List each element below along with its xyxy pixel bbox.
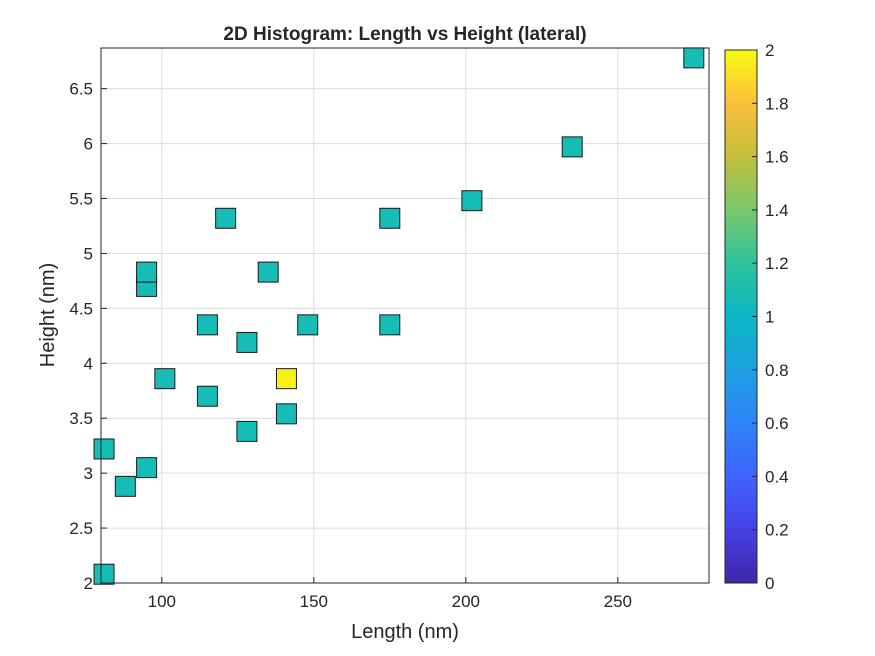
histogram-bin (114, 475, 136, 497)
grid (101, 48, 709, 584)
colorbar-gradient (724, 49, 758, 584)
histogram-bin (379, 314, 401, 336)
x-axis-ticks: 100 150 200 250 (148, 577, 632, 611)
colorbar-ticks: 0 0.2 0.4 0.6 0.8 1 1.2 1.4 1.6 1.8 2 (752, 41, 789, 593)
y-axis-label: Height (nm) (37, 263, 59, 367)
x-tick-label: 150 (300, 592, 328, 611)
colorbar-tick-label: 0.2 (765, 521, 789, 540)
colorbar-tick-label: 1.2 (765, 254, 789, 273)
x-axis-label: Length (nm) (351, 621, 459, 643)
histogram-bin (297, 314, 319, 336)
histogram-bin (461, 190, 483, 212)
y-tick-label: 6.5 (69, 80, 93, 99)
histogram-bin (236, 420, 258, 442)
histogram-bin (196, 314, 218, 336)
histogram-bin (379, 207, 401, 229)
colorbar-tick-label: 1.6 (765, 148, 789, 167)
colorbar-tick-label: 0 (765, 574, 774, 593)
histogram-bin (154, 368, 176, 390)
histogram-bin (275, 403, 297, 425)
y-tick-label: 2.5 (69, 519, 93, 538)
x-tick-label: 200 (452, 592, 480, 611)
y-tick-label: 4 (84, 354, 93, 373)
plot-frame (100, 47, 710, 584)
y-tick-label: 3 (84, 464, 93, 483)
histogram-bin (136, 457, 158, 479)
x-tick-label: 100 (148, 592, 176, 611)
y-tick-label: 5 (84, 244, 93, 263)
x-tick-label: 250 (604, 592, 632, 611)
bins (93, 47, 705, 585)
colorbar-tick-label: 2 (765, 41, 774, 60)
colorbar: 0 0.2 0.4 0.6 0.8 1 1.2 1.4 1.6 1.8 2 (724, 41, 789, 593)
histogram-bin (93, 438, 115, 460)
colorbar-tick-label: 0.4 (765, 467, 789, 486)
histogram-bin (561, 136, 583, 158)
histogram-bin (257, 261, 279, 283)
y-tick-label: 5.5 (69, 190, 93, 209)
histogram-bin (93, 563, 115, 585)
histogram-bin (215, 207, 237, 229)
colorbar-tick-label: 1.8 (765, 94, 789, 113)
y-tick-label: 3.5 (69, 409, 93, 428)
colorbar-tick-label: 1 (765, 308, 774, 327)
histogram-bin (196, 385, 218, 407)
colorbar-tick-label: 0.8 (765, 361, 789, 380)
plot-area: 100 150 200 250 2 2.5 3 3.5 4 4.5 5 5.5 6 6.5 (69, 47, 710, 611)
colorbar-tick-label: 0.6 (765, 414, 789, 433)
histogram-bin (236, 331, 258, 353)
y-tick-label: 4.5 (69, 299, 93, 318)
y-axis-ticks: 2 2.5 3 3.5 4 4.5 5 5.5 6 6.5 (69, 80, 107, 593)
chart-title: 2D Histogram: Length vs Height (lateral) (223, 24, 586, 45)
histogram-bin (136, 261, 158, 283)
histogram-bin (683, 47, 705, 69)
y-tick-label: 2 (84, 574, 93, 593)
colorbar-tick-label: 1.4 (765, 201, 789, 220)
histogram-bin (275, 368, 297, 390)
y-tick-label: 6 (84, 135, 93, 154)
